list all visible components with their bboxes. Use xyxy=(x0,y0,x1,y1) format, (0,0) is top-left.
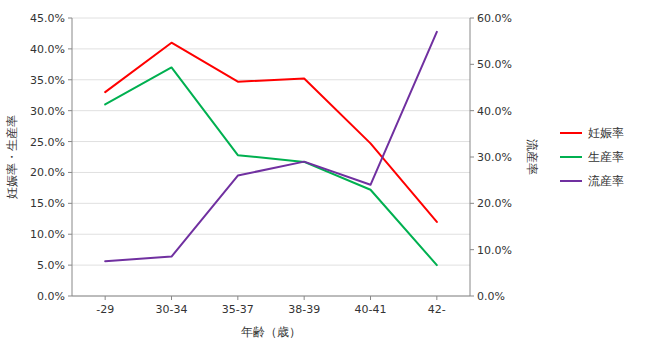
series-line xyxy=(105,32,437,261)
y2-tick-label: 30.0% xyxy=(477,151,512,164)
chart: 0.0% 5.0% 10.0% 15.0% 20.0% 25.0% 30.0% 35.0% 40… xyxy=(0,0,661,357)
y2-tick-label: 0.0% xyxy=(477,290,505,303)
y2-tick xyxy=(470,64,474,65)
y2-tick xyxy=(470,18,474,19)
y2-tick-label: 50.0% xyxy=(477,58,512,71)
legend-swatch xyxy=(560,180,582,182)
legend-swatch xyxy=(560,132,582,134)
y-tick-label: 25.0% xyxy=(30,136,65,149)
x-tick xyxy=(105,296,106,300)
y-tick-label: 40.0% xyxy=(30,43,65,56)
legend-swatch xyxy=(560,156,582,158)
legend-label: 妊娠率 xyxy=(588,126,624,140)
y2-tick xyxy=(470,203,474,204)
y2-tick xyxy=(470,249,474,250)
x-tick-label: -29 xyxy=(96,303,114,316)
y-tick-label: 20.0% xyxy=(30,166,65,179)
x-tick xyxy=(237,296,238,300)
y2-tick xyxy=(470,157,474,158)
y-tick xyxy=(68,18,72,19)
grid-line xyxy=(72,48,470,49)
x-tick-label: 30-34 xyxy=(156,303,188,316)
x-tick-label: 38-39 xyxy=(288,303,320,316)
y2-tick-label: 20.0% xyxy=(477,197,512,210)
x-axis-label: 年齢（歳） xyxy=(241,325,301,339)
x-tick-label: 40-41 xyxy=(355,303,387,316)
y-tick-label: 5.0% xyxy=(37,259,65,272)
x-tick xyxy=(304,296,305,300)
x-tick-label: 35-37 xyxy=(222,303,254,316)
y2-tick-label: 10.0% xyxy=(477,244,512,257)
y-tick-label: 45.0% xyxy=(30,12,65,25)
y-tick xyxy=(68,172,72,173)
series-line xyxy=(105,43,437,222)
y-tick xyxy=(68,141,72,142)
y2-tick xyxy=(470,296,474,297)
grid xyxy=(72,18,470,296)
y-tick xyxy=(68,48,72,49)
y2-tick-label: 40.0% xyxy=(477,105,512,118)
y-tick xyxy=(68,265,72,266)
y-tick-label: 15.0% xyxy=(30,197,65,210)
y-tick xyxy=(68,203,72,204)
y-tick xyxy=(68,234,72,235)
y-tick xyxy=(68,79,72,80)
x-tick xyxy=(370,296,371,300)
x-tick-label: 42- xyxy=(428,303,446,316)
y-tick-label: 30.0% xyxy=(30,105,65,118)
y-tick-label: 0.0% xyxy=(37,290,65,303)
lines xyxy=(105,32,437,265)
y2-axis xyxy=(470,18,471,296)
y-tick xyxy=(68,296,72,297)
grid-line xyxy=(72,203,470,204)
x-axis xyxy=(72,296,470,297)
x-tick xyxy=(171,296,172,300)
y2-tick-label: 60.0% xyxy=(477,12,512,25)
grid-line xyxy=(72,172,470,173)
y-tick xyxy=(68,110,72,111)
grid-line xyxy=(72,265,470,266)
legend: 妊娠率生産率流産率 xyxy=(560,126,624,188)
grid-line xyxy=(72,141,470,142)
grid-line xyxy=(72,110,470,111)
y-tick-label: 35.0% xyxy=(30,74,65,87)
x-tick xyxy=(436,296,437,300)
y-axis-label: 妊娠率・生産率 xyxy=(5,115,19,199)
grid-line xyxy=(72,18,470,19)
y-axis xyxy=(72,18,73,296)
y-tick-label: 10.0% xyxy=(30,228,65,241)
y2-axis-label: 流産率 xyxy=(525,139,539,175)
grid-line xyxy=(72,296,470,297)
y2-tick xyxy=(470,110,474,111)
legend-label: 生産率 xyxy=(588,150,624,164)
legend-label: 流産率 xyxy=(588,174,624,188)
series-line xyxy=(105,67,437,265)
